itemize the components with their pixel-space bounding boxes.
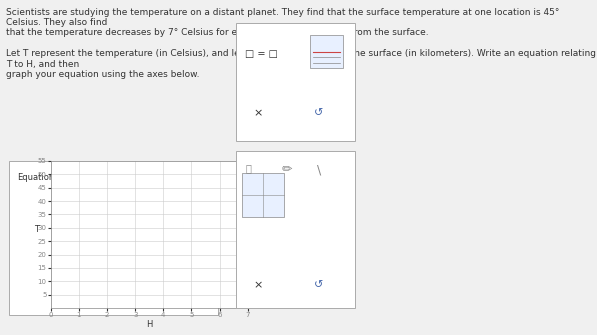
Text: ↺: ↺ [313,108,323,118]
Text: ↺: ↺ [313,280,323,290]
FancyBboxPatch shape [67,172,84,186]
Text: 📋: 📋 [245,163,251,173]
FancyBboxPatch shape [236,23,355,141]
X-axis label: H: H [146,320,152,329]
FancyBboxPatch shape [9,161,218,315]
Text: ×: × [254,280,263,290]
Text: □ = □: □ = □ [245,49,278,59]
Text: Scientists are studying the temperature on a distant planet. They find that the : Scientists are studying the temperature … [6,8,596,79]
Text: ×: × [254,108,263,118]
FancyBboxPatch shape [236,151,355,308]
Text: \: \ [317,163,321,176]
Text: ✏: ✏ [281,163,292,176]
FancyBboxPatch shape [310,35,343,68]
FancyBboxPatch shape [242,173,284,217]
Text: Equation:: Equation: [17,173,57,182]
Y-axis label: T: T [33,225,39,234]
